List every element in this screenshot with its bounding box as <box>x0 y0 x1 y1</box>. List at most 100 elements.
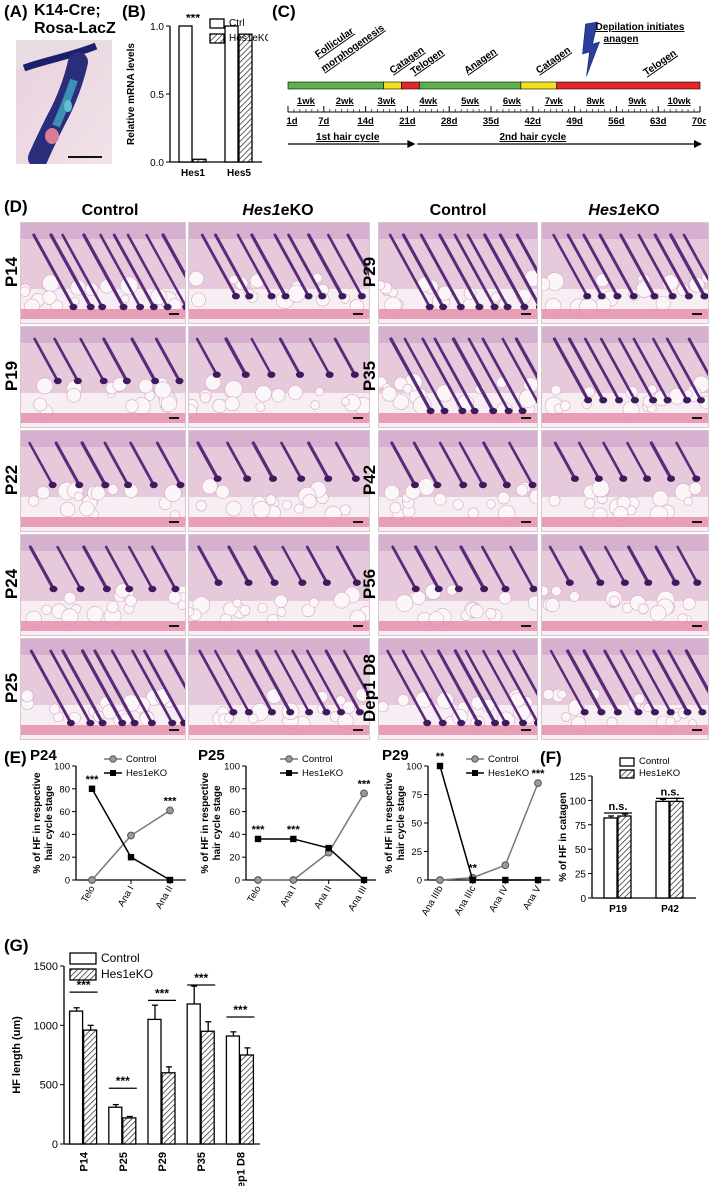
panel-g-label: (G) <box>4 936 29 955</box>
series-line-Control <box>91 809 171 881</box>
d-right-control-header: Control <box>429 202 487 219</box>
bar-P19-Hes1eKO <box>617 815 632 899</box>
y-tick-label: 40 <box>229 830 240 841</box>
scale-bar <box>353 417 363 419</box>
y-tick-label: 25 <box>575 870 587 881</box>
point-Hes1eKO <box>360 876 368 884</box>
legend-marker-Hes1eKO <box>472 770 478 776</box>
x-tick-label: Ana V <box>521 883 544 911</box>
phase-bar-4 <box>520 81 557 90</box>
significance-marker: *** <box>233 1003 247 1017</box>
lacz-micrograph <box>16 40 112 164</box>
y-tick-label: 100 <box>54 762 70 773</box>
point-Control <box>289 876 298 884</box>
scale-bar <box>521 729 531 731</box>
significance-marker: *** <box>116 1074 130 1088</box>
y-tick-label: 80 <box>59 784 70 795</box>
row-label-P14: P14 <box>2 256 21 288</box>
legend-marker-Control <box>285 755 293 763</box>
point-Control <box>501 861 510 870</box>
micrograph-Dep1-D8-ko <box>541 638 709 740</box>
week-label: 8wk <box>587 96 606 107</box>
bar-P14-Control <box>68 1010 84 1145</box>
x-tick-label: Ana IIIb <box>420 884 446 918</box>
row-label-P42: P42 <box>360 464 379 496</box>
micrograph-P42-control <box>378 430 538 532</box>
y-tick-label: 0 <box>65 876 70 887</box>
legend-label-Control: Control <box>488 754 519 765</box>
x-tick-label: P14 <box>79 1151 91 1171</box>
micrograph-P14-control <box>20 222 186 324</box>
row-label-P25: P25 <box>2 672 21 704</box>
day-label: 21d <box>399 116 416 127</box>
phase-bar-2 <box>401 81 420 90</box>
day-label: 28d <box>441 116 458 127</box>
day-label: 56d <box>608 116 625 127</box>
day-label: 70d <box>692 116 706 127</box>
chart-title: P25 <box>198 747 225 764</box>
y-tick-label: 0 <box>580 894 586 905</box>
cycle2-label: 2nd hair cycle <box>499 132 566 143</box>
x-tick-label: P42 <box>661 904 679 915</box>
significance-marker: *** <box>532 768 546 780</box>
significance-marker: ** <box>436 751 445 763</box>
micrograph-P29-ko <box>541 222 709 324</box>
y-axis-label-line1: % of HF in respective <box>200 772 211 874</box>
legend-label-Hes1eKO: Hes1eKO <box>229 33 268 44</box>
d-left-control-header: Control <box>81 202 139 219</box>
micrograph-P24-control <box>20 534 186 636</box>
scale-bar <box>169 625 179 627</box>
week-label: 7wk <box>545 96 564 107</box>
y-tick-label: 1000 <box>34 1020 58 1032</box>
x-tick-label: Dep1 D8 <box>235 1152 247 1186</box>
panel-a-title-line1: K14-Cre; <box>34 2 101 19</box>
scale-bar <box>692 313 702 315</box>
y-tick-label: 0 <box>417 876 422 887</box>
micrograph-P19-ko <box>188 326 370 428</box>
significance-marker: *** <box>252 824 266 836</box>
y-tick-label: 100 <box>406 762 422 773</box>
panel-a-title: K14-Cre; Rosa-LacZ <box>34 2 116 38</box>
point-Hes1eKO <box>325 844 332 852</box>
legend-swatch-Control <box>619 757 635 767</box>
x-tick-label: P35 <box>196 1152 208 1172</box>
y-axis-label-line2: hair cycle stage <box>44 785 55 860</box>
legend-label-Ctrl: Ctrl <box>229 18 245 29</box>
y-tick-label: 0.0 <box>150 158 164 169</box>
bar-P42-Hes1eKO <box>669 800 684 899</box>
d-left-ko-header: Hes1eKO <box>242 202 314 219</box>
bar-Hes5-Ctrl <box>224 25 239 163</box>
legend-marker-Hes1eKO <box>286 770 292 776</box>
bar-Dep1-D8-Hes1eKO <box>239 1054 255 1145</box>
panel-e-p24-chart: P24 0 20 40 60 80 100 % of HF in respective hair… <box>30 747 186 911</box>
week-label: 4wk <box>419 96 438 107</box>
series-line-Hes1eKO <box>258 838 365 881</box>
y-tick-label: 1.0 <box>150 22 164 33</box>
phase-label-3: Anagen <box>463 46 499 76</box>
micrograph-P25-control <box>20 638 186 740</box>
bar-P42-Control <box>655 800 670 899</box>
x-tick-label: P25 <box>118 1152 130 1172</box>
significance-marker: *** <box>287 824 301 836</box>
week-label: 1wk <box>297 96 316 107</box>
micrograph-P35-ko <box>541 326 709 428</box>
scale-bar <box>353 521 363 523</box>
week-label: 10wk <box>667 96 691 107</box>
scale-bar <box>353 729 363 731</box>
panel-b-chart: 0.0 0.5 1.0 Relative mRNA levels Hes1 *** Hes5… <box>126 14 268 179</box>
legend-swatch-Ctrl <box>209 18 225 29</box>
x-tick-label: Ana IV <box>487 883 511 914</box>
y-tick-label: 60 <box>229 807 240 818</box>
point-Hes1eKO <box>436 762 444 770</box>
scale-bar <box>692 729 702 731</box>
legend-label-Hes1eKO: Hes1eKO <box>302 768 343 779</box>
legend-swatch-Hes1eKO <box>619 769 635 779</box>
micrograph-P25-ko <box>188 638 370 740</box>
point-Hes1eKO <box>88 785 96 792</box>
significance-marker: *** <box>186 14 200 25</box>
micrograph-P14-ko <box>188 222 370 324</box>
x-tick-label: P19 <box>609 904 627 915</box>
legend-label-Hes1eKO: Hes1eKO <box>126 768 167 779</box>
y-tick-label: 0 <box>235 876 240 887</box>
bar-Hes5-Hes1eKO <box>238 33 253 163</box>
